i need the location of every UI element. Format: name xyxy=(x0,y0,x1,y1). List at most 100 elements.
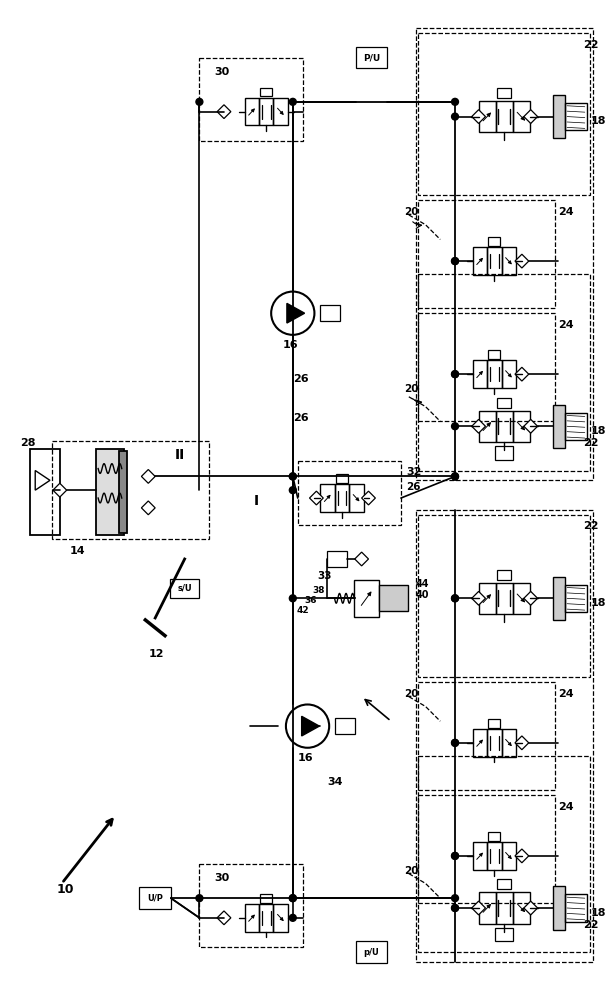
Bar xyxy=(418,682,555,790)
Bar xyxy=(354,580,379,617)
Text: 14: 14 xyxy=(70,546,85,556)
Bar xyxy=(298,461,401,525)
Bar xyxy=(140,887,171,909)
Text: 40: 40 xyxy=(415,590,429,600)
Bar xyxy=(501,842,516,870)
Bar xyxy=(495,928,513,941)
Bar xyxy=(565,413,587,440)
Polygon shape xyxy=(142,501,155,515)
Text: 42: 42 xyxy=(296,606,309,615)
Circle shape xyxy=(451,98,459,105)
Text: 33: 33 xyxy=(317,571,332,581)
Bar xyxy=(512,892,529,924)
Text: 18: 18 xyxy=(590,116,606,126)
Bar xyxy=(119,451,127,533)
Text: 22: 22 xyxy=(583,920,598,930)
Bar xyxy=(418,756,590,952)
Bar xyxy=(487,842,501,870)
Bar xyxy=(496,101,512,132)
Circle shape xyxy=(451,739,459,746)
Bar xyxy=(489,237,500,246)
Polygon shape xyxy=(287,303,304,323)
Bar xyxy=(245,904,259,932)
Bar xyxy=(496,411,512,442)
Bar xyxy=(418,515,590,677)
Bar xyxy=(356,47,387,68)
Circle shape xyxy=(289,473,296,480)
Circle shape xyxy=(451,905,459,911)
Bar xyxy=(418,795,555,903)
Text: 16: 16 xyxy=(298,753,314,763)
Bar xyxy=(327,551,347,567)
Circle shape xyxy=(196,895,203,902)
Bar xyxy=(487,247,501,275)
Bar xyxy=(489,719,500,728)
Text: P/U: P/U xyxy=(363,53,380,62)
Text: 30: 30 xyxy=(214,67,229,77)
Bar xyxy=(496,583,512,614)
Bar xyxy=(473,842,487,870)
Text: 26: 26 xyxy=(293,374,309,384)
Bar xyxy=(199,58,303,141)
Polygon shape xyxy=(355,552,368,566)
Circle shape xyxy=(289,487,296,494)
Circle shape xyxy=(289,595,296,602)
Bar xyxy=(501,360,516,388)
Bar xyxy=(497,398,511,408)
Text: 36: 36 xyxy=(304,596,317,605)
Polygon shape xyxy=(515,849,529,863)
Polygon shape xyxy=(524,110,537,123)
Polygon shape xyxy=(142,470,155,483)
Text: I: I xyxy=(254,494,259,508)
Text: 38: 38 xyxy=(312,586,325,595)
Bar xyxy=(30,449,60,535)
Bar xyxy=(415,28,593,480)
Text: 22: 22 xyxy=(583,521,598,531)
Circle shape xyxy=(451,852,459,859)
Text: 26: 26 xyxy=(293,413,309,423)
Text: 16: 16 xyxy=(283,340,298,350)
Circle shape xyxy=(289,895,296,902)
Bar xyxy=(199,864,303,947)
Polygon shape xyxy=(515,367,529,381)
Bar xyxy=(553,95,565,138)
Text: 10: 10 xyxy=(57,883,74,896)
Circle shape xyxy=(451,852,459,859)
Bar xyxy=(501,729,516,757)
Bar xyxy=(320,484,335,512)
Bar xyxy=(379,585,408,611)
Bar xyxy=(553,405,565,448)
Polygon shape xyxy=(472,419,486,433)
Bar xyxy=(479,892,496,924)
Text: 20: 20 xyxy=(404,689,418,699)
Circle shape xyxy=(289,98,296,105)
Circle shape xyxy=(451,423,459,430)
Circle shape xyxy=(451,905,459,911)
Circle shape xyxy=(289,895,296,902)
Bar xyxy=(553,577,565,620)
Bar xyxy=(479,411,496,442)
Bar xyxy=(497,570,511,580)
Text: 18: 18 xyxy=(590,598,606,608)
Text: 24: 24 xyxy=(558,207,574,217)
Polygon shape xyxy=(53,483,66,497)
Circle shape xyxy=(451,258,459,265)
Bar xyxy=(418,200,555,308)
Polygon shape xyxy=(524,419,537,433)
Text: s/U: s/U xyxy=(178,584,192,593)
Circle shape xyxy=(451,473,459,480)
Bar xyxy=(96,449,124,535)
Text: p/U: p/U xyxy=(364,948,379,957)
Bar xyxy=(512,583,529,614)
Text: U/P: U/P xyxy=(147,894,163,903)
Bar xyxy=(553,886,565,930)
Bar xyxy=(415,510,593,962)
Bar xyxy=(273,904,288,932)
Bar xyxy=(565,585,587,612)
Bar xyxy=(565,894,587,922)
Polygon shape xyxy=(524,901,537,915)
Bar xyxy=(512,411,529,442)
Bar xyxy=(473,360,487,388)
Circle shape xyxy=(451,595,459,602)
Circle shape xyxy=(451,258,459,265)
